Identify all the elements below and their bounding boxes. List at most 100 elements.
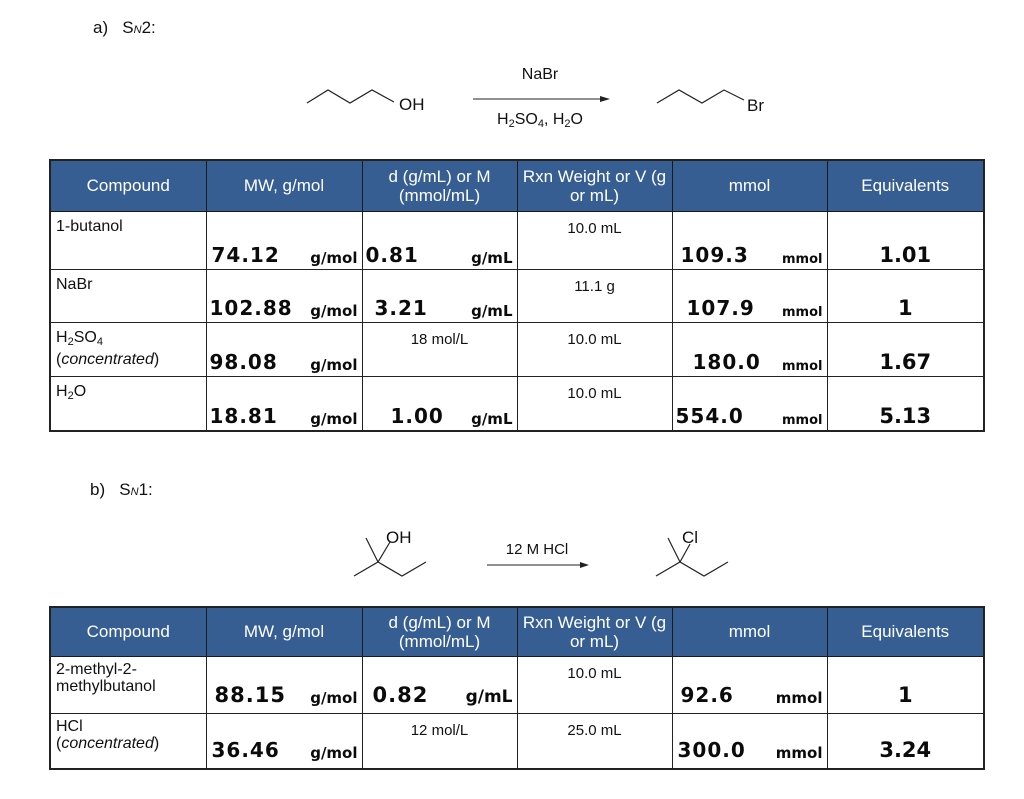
mw-value: 102.88 xyxy=(209,295,293,320)
header-equivalents: Equivalents xyxy=(826,159,985,212)
mw-value: 18.81 xyxy=(209,404,278,428)
header-compound: Compound xyxy=(49,606,207,657)
cell-amount: 10.0 mL xyxy=(516,655,673,714)
section-a-prefix: a) xyxy=(93,18,109,37)
mw-unit: g/mol xyxy=(310,744,358,762)
cell-amount: 10.0 mL xyxy=(516,210,673,270)
mmol-value: 109.3 xyxy=(680,242,749,267)
cell-density: 0.82 g/mL xyxy=(361,655,518,714)
bromobutane-structure-icon xyxy=(656,89,745,104)
density-printed: 12 mol/L xyxy=(410,721,469,739)
cell-mw: 36.46 g/mol xyxy=(205,712,363,770)
density-value: 0.81 xyxy=(365,242,419,267)
cell-density: 3.21 g/mL xyxy=(361,268,518,323)
equivalents-value: 1 xyxy=(897,682,913,707)
reagent-a-below: H2SO4, H2O xyxy=(497,111,583,130)
product-a-label: Br xyxy=(747,96,764,115)
compound-line-1: HCl xyxy=(56,717,83,735)
cell-compound: 2-methyl-2- methylbutanol xyxy=(49,655,207,714)
compound-name: H2O xyxy=(56,382,87,402)
amount-value: 25.0 mL xyxy=(567,721,622,739)
equivalents-value: 1 xyxy=(897,295,913,320)
equivalents-value: 5.13 xyxy=(879,404,932,428)
mmol-value: 554.0 xyxy=(675,404,744,428)
density-value: 1.00 xyxy=(390,404,444,428)
mmol-value: 300.0 xyxy=(677,738,746,762)
table-sn1: Compound MW, g/mol d (g/mL) or M (mmol/m… xyxy=(49,606,985,770)
mmol-unit: mmol xyxy=(782,413,823,428)
header-mmol: mmol xyxy=(671,606,828,657)
cell-mmol: 554.0 mmol xyxy=(671,375,828,432)
section-a-suffix: 2: xyxy=(141,18,156,37)
header-mmol: mmol xyxy=(671,159,828,212)
header-mw: MW, g/mol xyxy=(205,159,363,212)
table-row: 2-methyl-2- methylbutanol 88.15 g/mol 0.82… xyxy=(49,655,985,714)
mw-value: 74.12 xyxy=(211,242,280,267)
mmol-value: 92.6 xyxy=(680,682,734,707)
cell-mw: 102.88 g/mol xyxy=(205,268,363,323)
table-header-row: Compound MW, g/mol d (g/mL) or M (mmol/m… xyxy=(49,159,985,212)
section-b-label: b) SN1: xyxy=(90,480,153,500)
cell-compound: H2O xyxy=(49,375,207,432)
section-b-suffix: 1: xyxy=(138,480,153,499)
cell-mmol: 107.9 mmol xyxy=(671,268,828,323)
amount-value: 10.0 mL xyxy=(567,219,622,237)
compound-line-2: methylbutanol xyxy=(56,677,156,695)
reagent-a-above: NaBr xyxy=(521,66,559,83)
compound-name: 1-butanol xyxy=(56,217,123,235)
equivalents-value: 1.01 xyxy=(879,242,932,267)
mw-value: 88.15 xyxy=(214,682,286,707)
compound-name: NaBr xyxy=(56,275,93,293)
section-a-n: N xyxy=(133,24,142,36)
cell-equivalents: 1 xyxy=(826,655,985,714)
cell-compound: NaBr xyxy=(49,268,207,323)
section-a-label: a) SN2: xyxy=(93,18,156,38)
header-mw: MW, g/mol xyxy=(205,606,363,657)
mw-unit: g/mol xyxy=(310,301,358,320)
table-row: 1-butanol 74.12 g/mol 0.81 g/mL 10.0 mL 10… xyxy=(49,210,985,270)
cell-equivalents: 1.01 xyxy=(826,210,985,270)
compound-line-1: 2-methyl-2- xyxy=(56,660,137,678)
butanol-structure-icon xyxy=(306,89,395,104)
compound-note: concentrated xyxy=(61,350,154,368)
mw-unit: g/mol xyxy=(310,410,358,428)
header-compound: Compound xyxy=(49,159,207,212)
amount-value: 10.0 mL xyxy=(567,330,622,348)
mw-unit: g/mol xyxy=(310,248,358,267)
compound-name: 2-methyl-2- methylbutanol xyxy=(51,657,206,695)
mmol-unit: mmol xyxy=(782,358,823,374)
section-a-s: S xyxy=(122,18,134,37)
table-row: NaBr 102.88 g/mol 3.21 g/mL 11.1 g 107.9 mm… xyxy=(49,268,985,323)
section-b-n: N xyxy=(130,486,139,498)
amount-value: 10.0 mL xyxy=(567,664,622,682)
cell-mmol: 92.6 mmol xyxy=(671,655,828,714)
compound-name: H2SO4 (concentrated) xyxy=(56,328,160,368)
cell-mw: 74.12 g/mol xyxy=(205,210,363,270)
mw-value: 36.46 xyxy=(211,738,280,762)
density-unit: g/mL xyxy=(471,410,513,428)
table-row: H2SO4 (concentrated) 98.08 g/mol 18 mol/L … xyxy=(49,321,985,377)
cell-amount: 10.0 mL xyxy=(516,321,673,377)
header-density: d (g/mL) or M (mmol/mL) xyxy=(361,606,518,657)
header-equivalents: Equivalents xyxy=(826,606,985,657)
cell-compound: 1-butanol xyxy=(49,210,207,270)
section-b-prefix: b) xyxy=(90,480,106,499)
header-amount: Rxn Weight or V (g or mL) xyxy=(516,606,673,657)
density-unit: g/mL xyxy=(465,686,513,707)
equivalents-value: 1.67 xyxy=(879,349,932,374)
density-value: 0.82 xyxy=(372,682,429,707)
mw-unit: g/mol xyxy=(310,688,358,707)
amount-value: 11.1 g xyxy=(574,277,615,295)
mmol-value: 180.0 xyxy=(692,349,761,374)
header-density: d (g/mL) or M (mmol/mL) xyxy=(361,159,518,212)
product-b-label: Cl xyxy=(682,528,699,547)
reaction-arrow-b-icon xyxy=(487,562,589,568)
reagent-b-above: 12 M HCl xyxy=(505,541,569,558)
mmol-unit: mmol xyxy=(782,251,823,267)
amount-value: 10.0 mL xyxy=(567,384,622,402)
cell-mmol: 300.0 mmol xyxy=(671,712,828,770)
cell-mw: 18.81 g/mol xyxy=(205,375,363,432)
compound-note: concentrated xyxy=(61,734,154,752)
tert-amyl-chloride-structure-icon xyxy=(655,537,729,577)
cell-density: 18 mol/L xyxy=(361,321,518,377)
